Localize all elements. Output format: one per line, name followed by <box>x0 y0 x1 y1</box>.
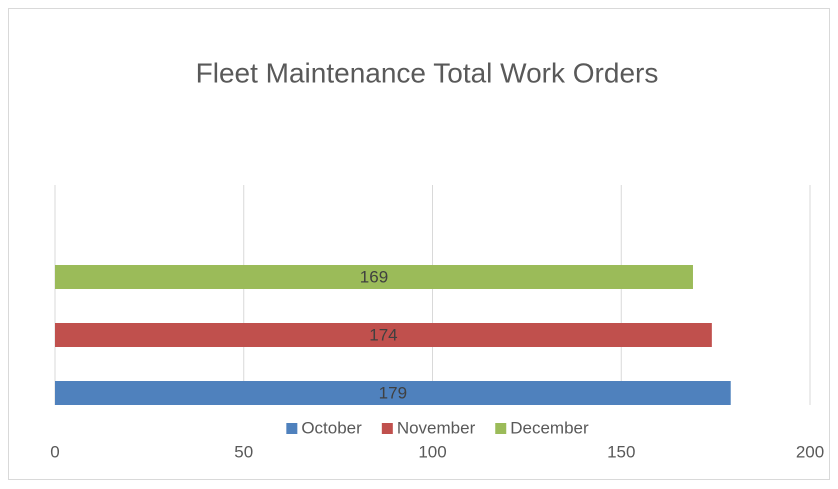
data-label: 174 <box>369 325 397 344</box>
bar <box>55 265 693 289</box>
bar <box>55 323 712 347</box>
data-label: 179 <box>379 383 407 402</box>
legend-swatch <box>495 423 507 434</box>
x-tick-label: 50 <box>234 442 253 461</box>
chart-title: Fleet Maintenance Total Work Orders <box>196 57 659 88</box>
legend-label: October <box>301 418 362 437</box>
legend-label: December <box>510 418 589 437</box>
legend-swatch <box>286 423 298 434</box>
x-tick-label: 100 <box>418 442 446 461</box>
legend-swatch <box>381 423 393 434</box>
bar <box>55 381 731 405</box>
data-label: 169 <box>360 267 388 286</box>
x-tick-label: 200 <box>796 442 824 461</box>
x-tick-label: 0 <box>50 442 59 461</box>
legend-label: November <box>397 418 476 437</box>
x-tick-label: 150 <box>607 442 635 461</box>
